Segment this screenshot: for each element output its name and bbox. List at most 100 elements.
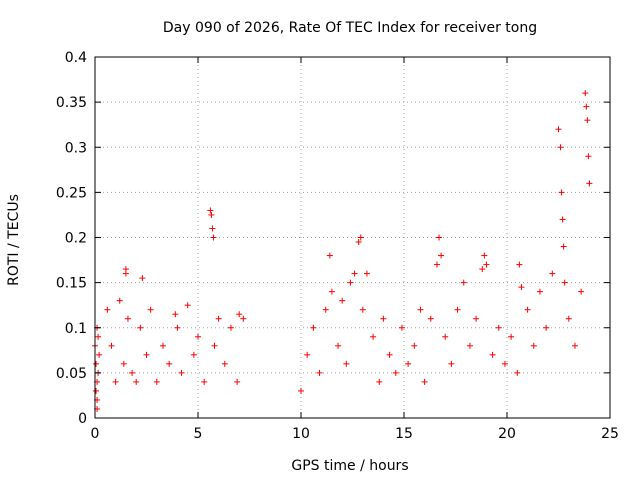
data-point — [174, 324, 181, 331]
data-point — [561, 279, 568, 286]
data-point — [411, 342, 418, 349]
data-point — [129, 369, 136, 376]
data-point — [108, 342, 115, 349]
data-point — [427, 315, 434, 322]
data-point — [209, 225, 216, 232]
data-point — [555, 126, 562, 133]
data-point — [143, 351, 150, 358]
data-point — [104, 306, 111, 313]
y-tick-label: 0.3 — [65, 140, 87, 156]
data-point — [585, 153, 592, 160]
data-point — [347, 279, 354, 286]
data-point — [518, 284, 525, 291]
axis-ticks: 0 5 10 15 20 25 0 0.05 0.1 0.15 0.2 0.25 0.3 0.35 0.4 — [56, 50, 619, 442]
x-tick-label: 15 — [395, 426, 413, 442]
data-point — [221, 360, 228, 367]
data-point — [211, 342, 218, 349]
data-point — [524, 306, 531, 313]
data-point — [421, 378, 428, 385]
chart-title: Day 090 of 2026, Rate Of TEC Index for r… — [163, 20, 537, 36]
data-point — [328, 288, 335, 295]
y-tick-label: 0.1 — [65, 321, 87, 337]
data-point — [153, 378, 160, 385]
data-point — [310, 324, 317, 331]
x-tick-label: 20 — [498, 426, 516, 442]
data-point — [376, 378, 383, 385]
data-point — [508, 333, 515, 340]
data-point — [386, 351, 393, 358]
data-point — [460, 279, 467, 286]
data-point — [448, 360, 455, 367]
data-point — [210, 234, 217, 241]
data-point — [489, 351, 496, 358]
data-point — [565, 315, 572, 322]
data-point — [335, 342, 342, 349]
data-point — [380, 315, 387, 322]
data-point — [571, 342, 578, 349]
x-axis-label: GPS time / hours — [291, 458, 408, 474]
data-point — [558, 189, 565, 196]
data-point — [236, 311, 243, 318]
data-point — [433, 261, 440, 268]
data-point — [481, 252, 488, 259]
data-point — [557, 144, 564, 151]
y-tick-label: 0 — [78, 411, 87, 427]
data-point — [124, 315, 131, 322]
data-point — [355, 239, 362, 246]
y-tick-label: 0.15 — [56, 276, 87, 292]
grid — [95, 57, 610, 418]
x-tick-label: 25 — [601, 426, 619, 442]
data-point — [322, 306, 329, 313]
data-point — [438, 252, 445, 259]
data-point — [582, 90, 589, 97]
data-point — [495, 324, 502, 331]
data-point — [392, 369, 399, 376]
data-point — [227, 324, 234, 331]
data-point — [93, 387, 100, 394]
data-point — [370, 333, 377, 340]
data-point — [351, 270, 358, 277]
data-point — [442, 333, 449, 340]
data-point — [207, 207, 214, 214]
data-point — [543, 324, 550, 331]
data-point — [466, 342, 473, 349]
y-tick-label: 0.4 — [65, 50, 87, 66]
y-axis-label: ROTI / TECUs — [6, 194, 22, 286]
data-point — [120, 360, 127, 367]
data-point — [549, 270, 556, 277]
data-point — [530, 342, 537, 349]
data-point — [536, 288, 543, 295]
data-point — [208, 211, 215, 218]
y-tick-label: 0.35 — [56, 95, 87, 111]
data-point — [479, 266, 486, 273]
data-point — [298, 387, 304, 394]
data-point — [147, 306, 154, 313]
data-point — [501, 360, 508, 367]
data-point — [559, 216, 566, 223]
data-point — [304, 351, 311, 358]
data-point — [560, 243, 567, 250]
data-point — [483, 261, 490, 268]
y-tick-label: 0.25 — [56, 185, 87, 201]
plot-frame — [94, 56, 611, 419]
data-point — [93, 360, 100, 367]
data-point — [326, 252, 333, 259]
data-point — [159, 342, 166, 349]
data-point — [190, 351, 197, 358]
data-point — [473, 315, 480, 322]
data-point — [133, 378, 140, 385]
data-point — [234, 378, 241, 385]
x-tick-label: 10 — [292, 426, 310, 442]
data-point — [184, 302, 191, 309]
data-point — [578, 288, 585, 295]
data-point — [195, 333, 201, 340]
data-point — [96, 351, 103, 358]
x-tick-label: 0 — [91, 426, 100, 442]
data-point — [363, 270, 370, 277]
data-point — [166, 360, 173, 367]
data-point — [112, 378, 119, 385]
data-point — [116, 297, 123, 304]
data-point — [201, 378, 208, 385]
data-point — [122, 266, 129, 273]
data-point — [316, 369, 323, 376]
